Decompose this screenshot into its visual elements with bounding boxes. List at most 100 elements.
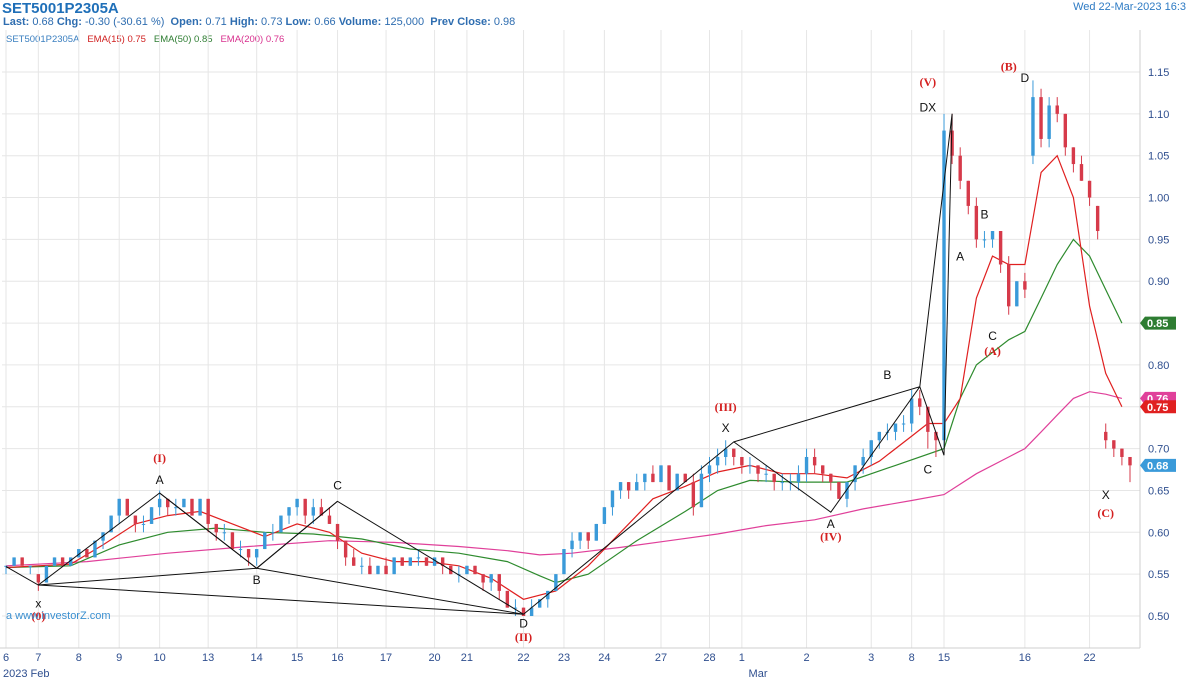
price-badge: 0.75 xyxy=(1140,400,1176,414)
chg-value: -0.30 (-30.61 %) xyxy=(84,16,165,28)
last-label: Last: xyxy=(3,16,30,28)
x-tick-label: 15 xyxy=(291,652,303,664)
candle xyxy=(796,465,801,491)
y-tick-label: 0.65 xyxy=(1148,485,1169,497)
prevclose-label: Prev Close: xyxy=(430,16,491,28)
y-tick-label: 0.55 xyxy=(1148,569,1169,581)
candle xyxy=(521,607,526,616)
candle xyxy=(28,565,32,575)
x-tick-label: 8 xyxy=(76,652,82,664)
wave-label: A xyxy=(827,517,835,531)
candle xyxy=(230,532,235,550)
legend-ema15-label: EMA(15) xyxy=(87,34,125,45)
candle xyxy=(667,465,671,491)
candles xyxy=(4,80,1132,616)
candle xyxy=(635,473,639,491)
candle xyxy=(723,440,728,466)
candle xyxy=(821,465,825,483)
price-badges: 0.850.760.750.68 xyxy=(1140,316,1176,472)
candle xyxy=(578,532,582,550)
candle xyxy=(626,482,631,499)
y-tick-label: 0.70 xyxy=(1148,444,1169,456)
candle xyxy=(295,498,299,516)
open-value: 0.71 xyxy=(205,16,227,28)
candle xyxy=(1007,256,1011,315)
candle xyxy=(319,498,324,516)
candle xyxy=(416,549,421,566)
candle xyxy=(222,523,227,541)
degree-label: (IV) xyxy=(820,530,841,544)
price-badge: 0.68 xyxy=(1140,458,1176,472)
x-tick-label: 16 xyxy=(1019,652,1031,664)
candle xyxy=(699,465,704,508)
wave-path xyxy=(38,567,524,615)
degree-label: (C) xyxy=(1097,506,1114,520)
candle xyxy=(376,565,380,575)
y-tick-label: 0.50 xyxy=(1148,611,1169,623)
candle xyxy=(1015,281,1019,307)
candle xyxy=(1047,97,1051,148)
x-period-label: Mar xyxy=(749,668,768,680)
open-label: Open: xyxy=(170,16,203,28)
candle xyxy=(343,540,348,566)
x-tick-label: 23 xyxy=(558,652,570,664)
candle xyxy=(966,180,970,215)
candle xyxy=(368,557,372,575)
candle xyxy=(837,482,841,499)
ema200-line xyxy=(5,391,1123,567)
candle xyxy=(1104,423,1108,449)
wave-path xyxy=(523,113,953,615)
candle xyxy=(829,473,833,491)
candle xyxy=(497,574,501,600)
high-value: 0.73 xyxy=(261,16,283,28)
candle xyxy=(942,113,946,449)
candle xyxy=(869,440,873,466)
legend-ema50-label: EMA(50) xyxy=(153,34,192,45)
prevclose-value: 0.98 xyxy=(493,16,516,28)
candle xyxy=(570,532,574,558)
x-tick-label: 10 xyxy=(154,652,166,664)
candle xyxy=(279,515,283,533)
candle xyxy=(481,574,485,591)
wave-label: C xyxy=(924,463,933,477)
candle xyxy=(764,465,768,483)
candle xyxy=(893,423,898,441)
volume-value: 125,000 xyxy=(384,16,425,28)
x-tick-label: 24 xyxy=(598,652,610,664)
candle xyxy=(214,523,218,541)
y-tick-label: 1.05 xyxy=(1148,151,1169,163)
y-tick-label: 0.80 xyxy=(1148,360,1169,372)
candle xyxy=(432,557,437,566)
x-tick-label: 20 xyxy=(428,652,440,664)
wave-label: A xyxy=(956,249,964,263)
candle xyxy=(586,532,590,550)
candle xyxy=(408,557,413,566)
x-tick-label: 17 xyxy=(380,652,392,664)
candle xyxy=(206,498,210,533)
candle xyxy=(974,197,979,248)
degree-label: (III) xyxy=(715,400,737,414)
candle xyxy=(602,507,607,524)
chart-date: Wed 22-Mar-2023 16:3 xyxy=(1073,1,1186,13)
candle xyxy=(651,465,655,483)
candle xyxy=(117,498,121,524)
candle xyxy=(271,523,275,541)
candle xyxy=(352,549,356,566)
x-tick-label: 8 xyxy=(909,652,915,664)
candle xyxy=(1039,88,1043,148)
x-axis: 6 7 8 9 10 13 14 15 16 17 20 21 22 23 24 27 28 1 2 3 8 15 16 22… xyxy=(0,647,1140,680)
y-tick-label: 1.10 xyxy=(1148,109,1169,121)
candle xyxy=(909,390,914,432)
symbol-title: SET5001P2305A xyxy=(2,0,119,17)
wave-label: B xyxy=(980,207,988,221)
candle xyxy=(149,507,154,524)
x-tick-label: 22 xyxy=(517,652,529,664)
x-tick-label: 9 xyxy=(116,652,122,664)
candle xyxy=(998,231,1003,273)
ema15-line xyxy=(5,154,1123,600)
wave-label: x xyxy=(35,597,41,611)
x-tick-label: 14 xyxy=(251,652,263,664)
wave-labels: x(0)A(I)BCD(II)X(III)A(IV)BCDX(V)ABC(A)D… xyxy=(31,59,1114,644)
candle xyxy=(772,473,776,491)
